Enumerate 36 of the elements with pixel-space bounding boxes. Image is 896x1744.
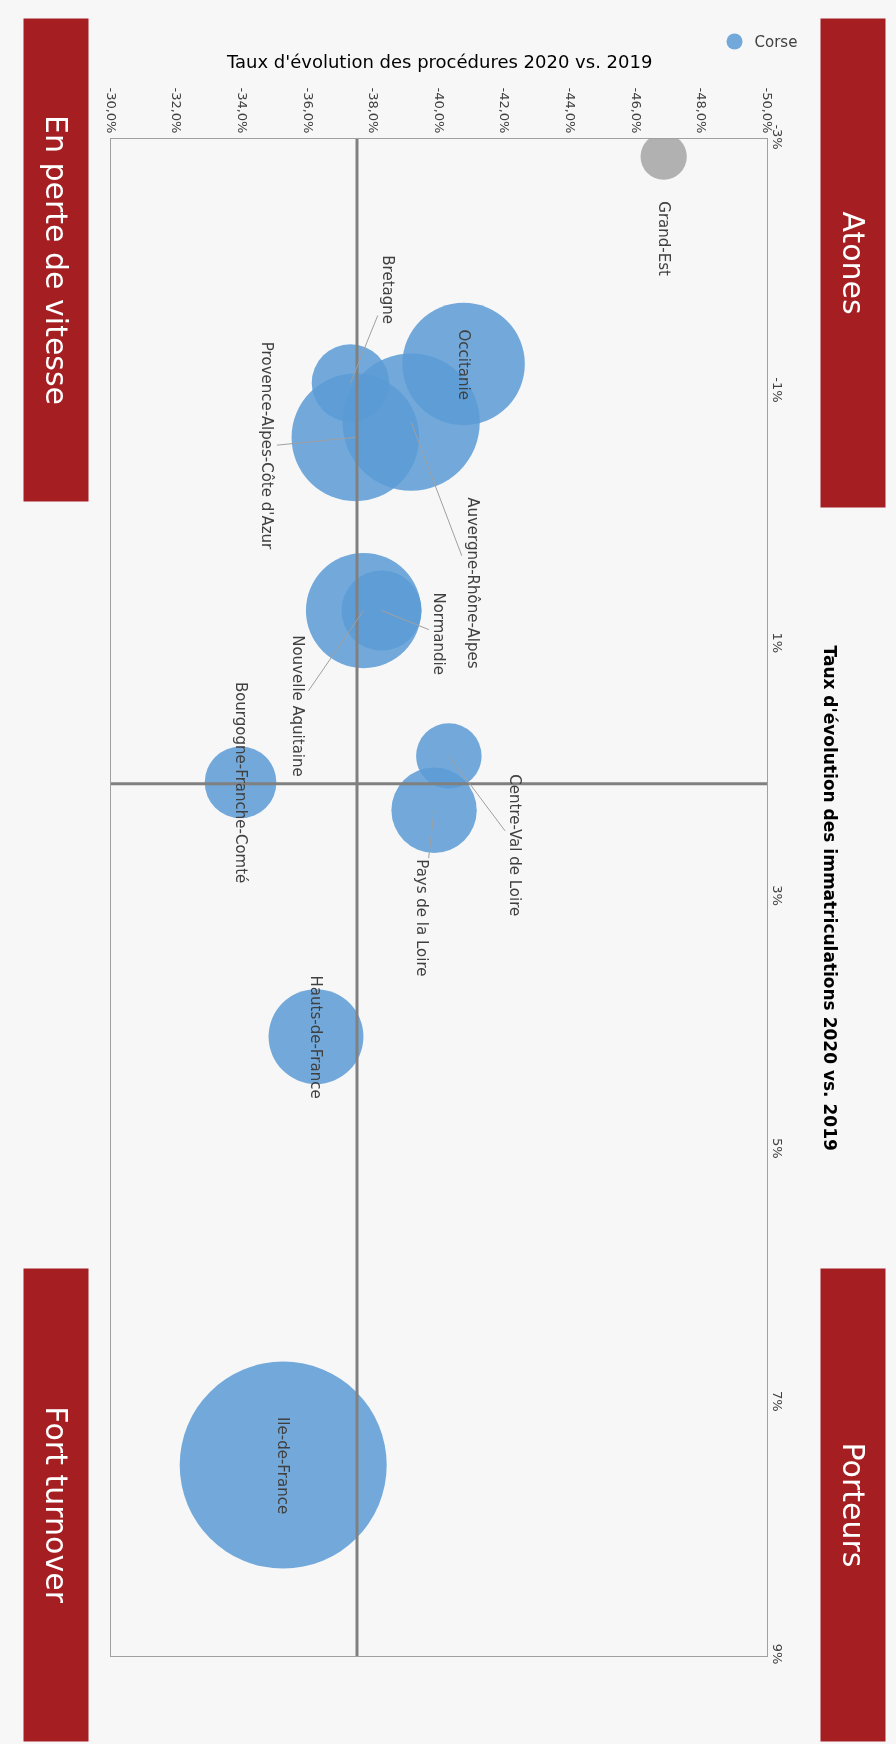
text: Porteurs [835,1442,871,1568]
x-tick-label: -40,0% [431,87,447,134]
x-tick-label: -32,0% [169,87,185,134]
text: En perte de vitesse [38,114,74,406]
series-label: Hauts-de-France [306,975,325,1099]
y-tick-label: 5% [770,1138,786,1159]
x-tick-label: -44,0% [562,87,578,134]
text: Provence-Alpes-Côte d'Azur [257,341,276,551]
series-label: Bourgogne-Franche-Comté [232,681,251,884]
x-tick-label: -46,0% [628,87,644,134]
x-tick-label: -36,0% [300,87,316,134]
x-tick-label: -38,0% [366,87,382,134]
series-label: Ile-de-France [274,1416,293,1515]
text: Atones [835,211,871,315]
text: Pays de la Loire [412,859,431,977]
text: Bretagne [378,255,397,325]
text: Fort turnover [38,1406,74,1604]
y-axis-title: Taux d'évolution des immatriculations 2020 vs. 2019 [819,645,840,1151]
x-tick-label: -50,0% [759,87,775,134]
text: Centre-Val de Loire [506,774,525,917]
text: Auvergne-Rhône-Alpes [463,497,482,669]
y-tick-label: 3% [770,885,786,906]
x-tick-label: -42,0% [497,87,513,134]
y-tick-label: -1% [770,377,786,403]
x-tick-label: -34,0% [234,87,250,134]
y-tick-label: 1% [770,632,786,654]
text: Nouvelle Aquitaine [289,635,308,777]
x-tick-label: -30,0% [103,87,119,134]
legend-label: Corse [754,33,798,52]
x-tick-label: -48,0% [694,87,710,134]
x-axis-title: Taux d'évolution des procédures 2020 vs. 2019 [226,51,653,72]
y-tick-label: 9% [770,1643,786,1665]
text: Normandie [430,592,449,675]
y-tick-label: 7% [770,1390,786,1412]
text: Grand-Est [654,201,673,277]
series-label: Occitanie [454,329,473,400]
